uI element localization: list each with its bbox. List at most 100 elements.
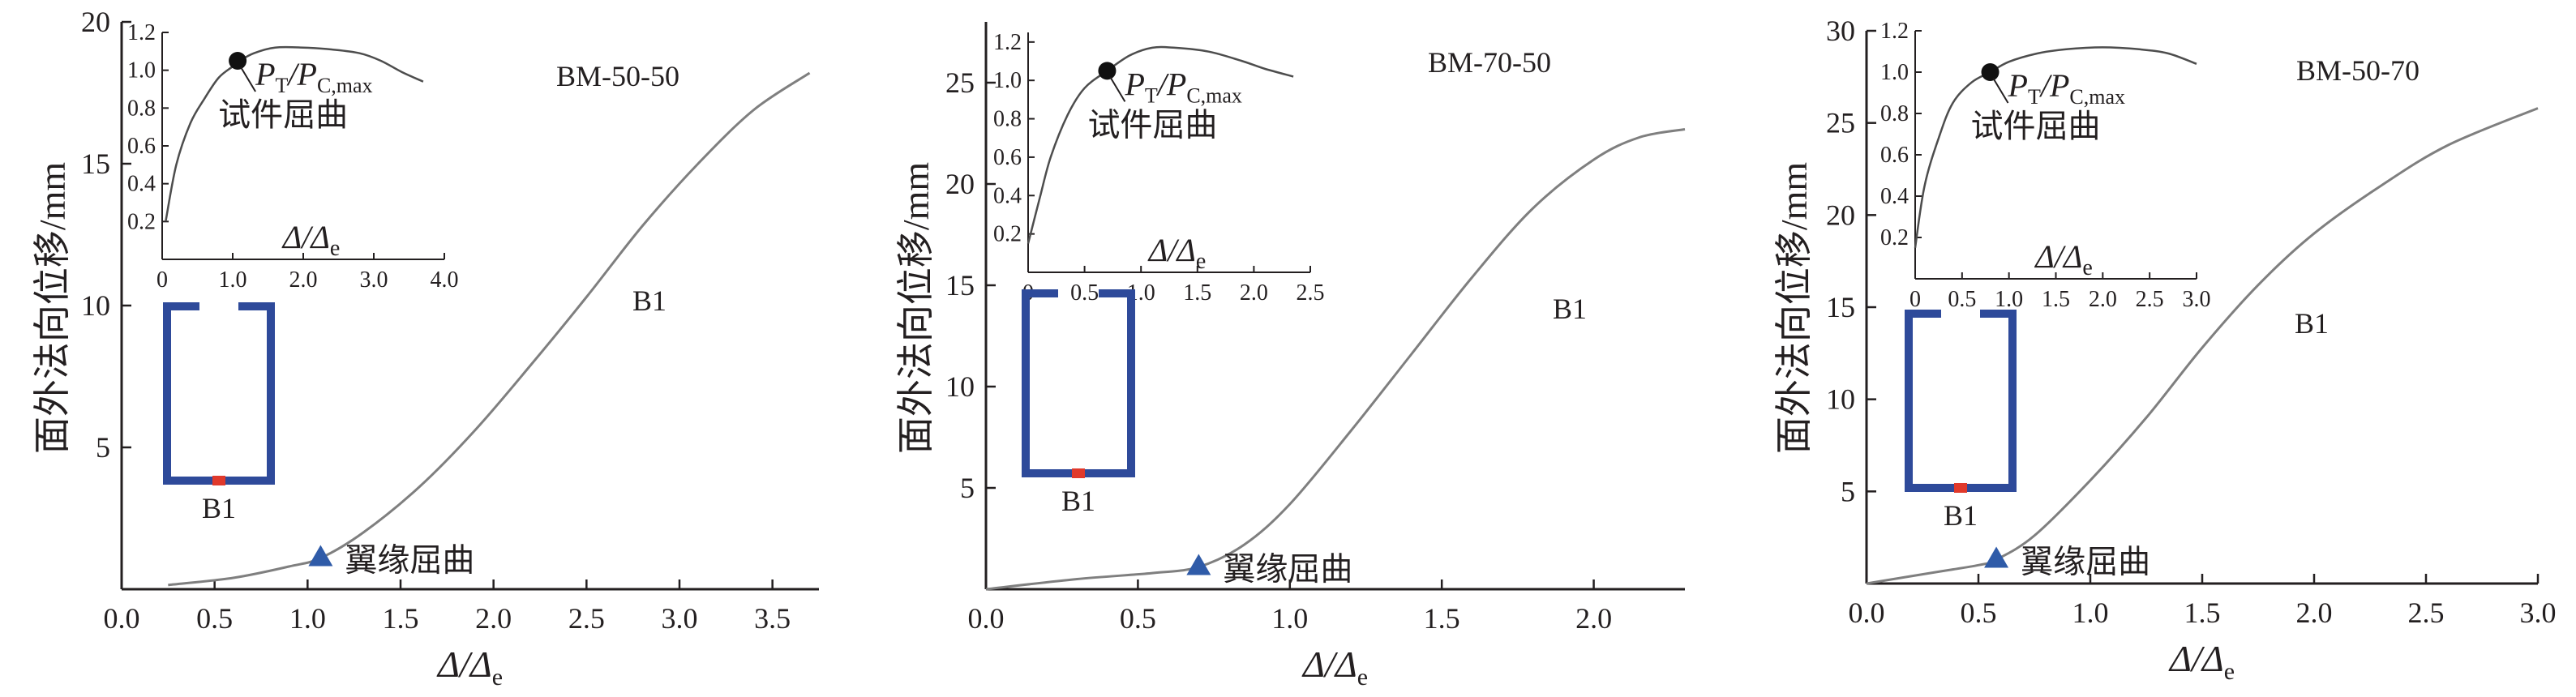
y-tick-label: 5 [960,472,975,504]
flange-buckling-marker [308,545,333,567]
x-tick-label: 2.5 [568,602,605,635]
y-tick-label: 20 [1826,199,1855,231]
inset-y-tick-label: 1.0 [1880,60,1909,85]
x-axis-title-sub: e [492,664,503,691]
inset-x-tick-label: 1.0 [1995,287,2023,312]
inset-x-tick-label: 0 [1909,287,1921,312]
ratio-label-p: P [1124,66,1144,102]
inset-x-tick-label: 2.0 [289,267,318,293]
specimen-label: BM-50-50 [556,60,679,92]
inset-series-line [1914,46,2197,248]
flange-buckling-label: 翼缘屈曲 [345,542,474,579]
main-series-line [1866,107,2539,585]
inset-x-axis-title-base: Δ/Δ [2034,238,2082,275]
ratio-label-sub-c: C,max [1186,83,1242,107]
gauge-point-b1 [1954,483,1967,493]
ratio-label-mid: /P [1156,66,1187,102]
cross-section-icon: B1 [1905,310,2017,532]
y-axis-title: 面外法向位移/mm [1773,162,1815,455]
inset-y-tick-label: 0.6 [1880,143,1909,168]
cross-section-icon: B1 [163,302,275,524]
inset-x-tick-label: 3.0 [360,267,388,293]
y-tick-label: 30 [1826,15,1855,47]
flange-buckling-marker [1984,546,2009,568]
inset-y-tick-label: 1.0 [993,68,1022,93]
y-tick-label: 10 [945,370,975,403]
x-tick-label: 1.0 [2072,597,2109,629]
ratio-label-mid: /P [286,56,317,92]
ratio-label: PT/PC,max [255,56,372,97]
inset-y-tick-label: 0.4 [127,172,156,197]
inset-x-axis-title: Δ/Δe [281,219,341,261]
point-leader-line [1992,78,2009,104]
point-leader-line [240,66,256,92]
x-tick-label: 0.0 [104,602,140,635]
inset-x-axis-title: Δ/Δe [2034,238,2093,280]
main-series-line [985,128,1686,591]
ratio-label-p: P [255,56,275,92]
specimen-buckling-point [229,52,247,70]
x-tick-label: 0.0 [1849,597,1885,629]
x-tick-label: 1.5 [1424,602,1460,635]
specimen-buckling-caption: 试件屈曲 [1971,108,2101,144]
chart-panel-1: 0.0 0.5 1.0 1.5 2.0 2.5 3.0 3.55101520Δ/Δe面外法向位… [32,6,819,691]
inset-x-tick-label: 1.0 [219,267,247,293]
y-axis-title: 面外法向位移/mm [895,162,937,455]
x-tick-label: 2.0 [2296,597,2333,629]
y-tick-label: 25 [945,66,975,99]
gauge-point-b1 [1072,468,1085,478]
inset-y-tick-label: 0.2 [127,209,156,234]
cross-section-icon: B1 [1022,289,1135,517]
section-gauge-label: B1 [202,492,236,524]
y-axis-title: 面外法向位移/mm [32,162,73,455]
y-tick-label: 15 [945,269,975,301]
flange-buckling-label: 翼缘屈曲 [1223,551,1352,588]
specimen-buckling-caption: 试件屈曲 [1087,106,1217,143]
ratio-label-sub-t: T [1145,83,1158,107]
inset-chart: 0 1.0 2.0 3.0 4.0 0.2 0.4 0.6 0.8 1.0 1.2 Δ/Δe PT/PC… [127,20,459,293]
x-axis-title: Δ/Δe [436,644,503,691]
inset-series-line [165,45,424,222]
x-tick-label: 0.0 [968,602,1005,635]
ratio-label-sub-t: T [2028,85,2041,109]
inset-y-tick-label: 0.4 [993,183,1022,208]
ratio-label-p: P [2008,67,2028,104]
inset-y-tick-label: 0.2 [993,222,1022,247]
y-tick-label: 20 [945,168,975,200]
ratio-label-mid: /P [2039,67,2070,104]
specimen-label: BM-50-70 [2296,54,2420,87]
inset-y-tick-label: 0.6 [127,134,156,159]
inset-y-tick-label: 1.2 [1880,19,1909,44]
inset-y-tick-label: 1.0 [127,58,156,83]
x-axis-title-base: Δ/Δ [436,644,492,685]
x-axis-title-sub: e [1357,664,1368,691]
inset-chart: 0 0.5 1.0 1.5 2.0 2.5 3.0 0.2 0.4 0.6 0.8 1.0 1.2 Δ/Δ… [1880,19,2211,312]
inset-chart: 0 0.5 1.0 1.5 2.0 2.50.20.40.60.81.01.2Δ/ΔePT… [993,30,1325,306]
cross-section-shape [1022,289,1135,477]
inset-x-tick-label: 0.5 [1070,280,1099,306]
specimen-buckling-point [1098,62,1117,80]
curve-label: B1 [2295,307,2329,340]
specimen-buckling-caption: 试件屈曲 [218,96,348,133]
y-tick-label: 20 [81,6,110,38]
x-tick-label: 1.5 [2184,597,2221,629]
y-tick-label: 25 [1826,107,1855,139]
x-tick-label: 3.0 [662,602,698,635]
y-tick-label: 10 [81,289,110,322]
inset-x-tick-label: 2.5 [1297,280,1325,306]
x-axis-title: Δ/Δe [2168,638,2235,685]
cross-section-shape [163,302,275,485]
ratio-label: PT/PC,max [2008,67,2125,109]
x-tick-label: 1.0 [289,602,326,635]
chart-panel-2: 0.0 0.5 1.0 1.5 2.0510152025Δ/Δe面外法向位移/mmBM-… [895,22,1686,691]
y-tick-label: 5 [1841,475,1855,507]
x-tick-label: 0.5 [1120,602,1156,635]
x-tick-label: 2.0 [1575,602,1612,635]
specimen-buckling-point [1981,63,2000,81]
inset-y-tick-label: 0.8 [127,96,156,121]
curve-label: B1 [1553,293,1587,325]
inset-x-axis-title-sub: e [1196,249,1206,274]
y-tick-label: 10 [1826,383,1855,416]
